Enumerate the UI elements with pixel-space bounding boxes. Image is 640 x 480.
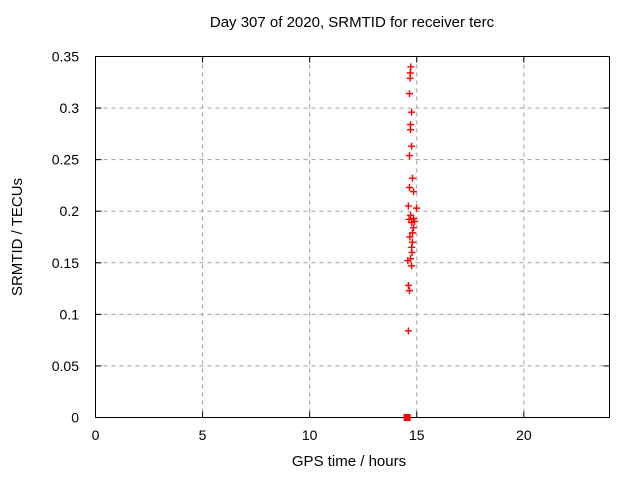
svg-text:0.1: 0.1	[60, 306, 80, 322]
x-axis-label: GPS time / hours	[292, 453, 406, 470]
plot-border	[95, 56, 610, 418]
svg-text:0.2: 0.2	[60, 203, 80, 219]
svg-text:0.3: 0.3	[60, 100, 80, 116]
svg-text:0: 0	[71, 410, 79, 426]
y-tick-labels: 0 0.05 0.1 0.15 0.2 0.25 0.3 0.35	[52, 49, 79, 426]
svg-text:15: 15	[409, 427, 425, 443]
svg-text:0.25: 0.25	[52, 152, 79, 168]
svg-text:5: 5	[199, 427, 207, 443]
svg-text:0.15: 0.15	[52, 255, 79, 271]
svg-text:0: 0	[92, 427, 100, 443]
axis-ticks	[95, 56, 610, 418]
chart-title: Day 307 of 2020, SRMTID for receiver ter…	[210, 14, 495, 31]
grid-lines	[95, 56, 610, 418]
svg-text:20: 20	[516, 427, 532, 443]
svg-text:10: 10	[302, 427, 318, 443]
svg-text:0.05: 0.05	[52, 358, 79, 374]
y-axis-label: SRMTID / TECUs	[9, 178, 26, 296]
svg-text:0.35: 0.35	[52, 49, 79, 65]
data-points	[403, 63, 421, 421]
x-tick-labels: 0 5 10 15 20	[92, 427, 532, 443]
